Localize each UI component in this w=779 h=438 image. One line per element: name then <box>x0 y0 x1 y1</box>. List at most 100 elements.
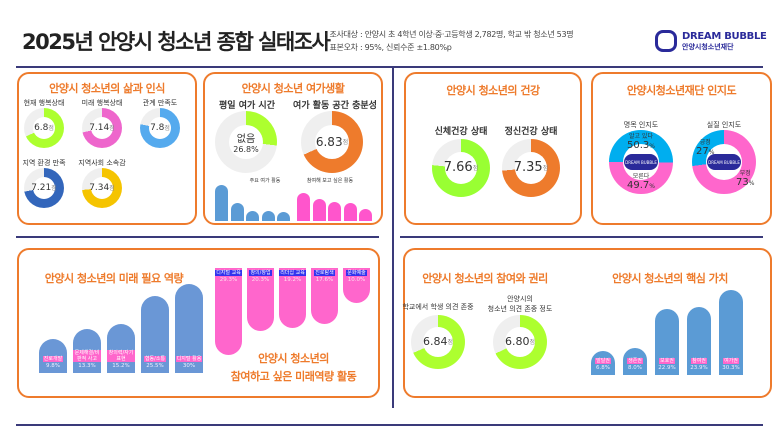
values-bar: 생존권 8.0% <box>623 348 647 375</box>
donut-label: 지역 환경 만족 <box>22 159 66 167</box>
logo-name: DREAM BUBBLE <box>682 30 767 42</box>
activity-bar: 문화예술 10.0% <box>343 268 370 303</box>
bar-value: 20.3% <box>251 277 270 283</box>
values-bar: 여가권 30.3% <box>719 290 743 375</box>
awareness-center: DREAM BUBBLE <box>706 144 742 180</box>
wish-leisure-bar <box>328 201 341 221</box>
donut-chart: 7.14 점 <box>82 108 122 148</box>
bar-value: 23.9% <box>690 365 708 371</box>
donut-chart: 6.84 점 <box>411 315 465 369</box>
seal-logo: DREAM BUBBLE <box>707 154 741 170</box>
unit: % <box>649 183 655 190</box>
awareness-b-value: 49.7 <box>627 180 650 191</box>
bar-label: 디지털 활용 <box>175 356 203 362</box>
rights-label: 안양시의 청소년 의견 존중 정도 <box>487 295 553 313</box>
future-bar: 디지털 활용 30% <box>175 284 203 373</box>
main-leisure-label: 주요 여가 활동 <box>249 178 281 184</box>
bar-value: 30.3% <box>722 365 740 371</box>
donut-center: 7.66 점 <box>444 151 478 185</box>
activity-bars: 디지털 교육 29.3% 창의/창업 20.3% 리더십 교육 19.2% 진로탐색 17.6… <box>215 268 375 356</box>
donut-center: 7.21 점 <box>31 176 57 200</box>
bar-value: 9.8% <box>46 363 60 369</box>
donut-unit: 점 <box>529 339 535 347</box>
bar-label: 발달권 <box>595 358 611 364</box>
awareness-a: 긍정 27% <box>696 138 714 157</box>
bar-value: 13.3% <box>78 363 96 369</box>
awareness-b: 모른다 49.7% <box>627 172 655 191</box>
donut-unit: 점 <box>48 125 54 133</box>
donut-unit: 점 <box>109 125 115 133</box>
awareness-a-label: 긍정 <box>699 139 711 146</box>
survey-target: · 조사대상 : 안양시 초 4학년 이상·중·고등학생 2,782명, 학교 … <box>325 30 574 39</box>
panel-title: 안양시 청소년 여가생활 <box>241 82 345 95</box>
bar-label: 창의/창업 <box>249 270 272 276</box>
leisure-none-label: 없음 <box>236 133 256 145</box>
unit: % <box>649 143 655 150</box>
bar-value: 30% <box>182 363 196 369</box>
awareness-label: 명목 인지도 <box>623 121 659 129</box>
divider <box>16 236 379 238</box>
future-bar: 협동/소통 25.5% <box>141 296 169 373</box>
values-bars: 발달권 6.8% 생존권 8.0% 보호권 22.9% 참여권 23.9% 여가권 30.3% <box>591 290 771 375</box>
panel-title: 안양시 청소년의 미래 필요 역량 <box>44 272 184 285</box>
donut-label: 관계 만족도 <box>142 99 178 107</box>
bar-label: 협동/소통 <box>143 356 167 362</box>
bar-label: 참여권 <box>691 358 707 364</box>
activity-title-line: 안양시 청소년의 <box>258 352 329 365</box>
main-leisure-bar <box>215 185 228 221</box>
bar-label: 보호권 <box>659 358 675 364</box>
bar-value: 25.5% <box>146 363 164 369</box>
awareness-a-value: 27 <box>696 146 709 157</box>
activity-bar: 디지털 교육 29.3% <box>215 268 242 356</box>
donut-center: 7.8 점 <box>148 116 172 140</box>
future-bar: 진로개발 9.8% <box>39 338 67 373</box>
donut-chart: 6.80 점 <box>493 315 547 369</box>
leisure-space-label: 여가 활동 공간 충분성 <box>293 101 377 111</box>
unit: % <box>708 149 715 156</box>
awareness-b-value: 73 <box>736 177 749 188</box>
bar-label: 문화예술 <box>346 270 367 276</box>
wish-leisure-bars <box>297 186 375 221</box>
bar-value: 15.2% <box>112 363 130 369</box>
unit: % <box>748 180 755 187</box>
leisure-time-label: 평일 여가 시간 <box>219 101 275 111</box>
bar-value: 19.2% <box>283 277 302 283</box>
awareness-b-label: 모른다 <box>632 173 650 180</box>
donut-center: 6.8 점 <box>32 116 56 140</box>
logo: DREAM BUBBLE 안양시청소년재단 <box>655 30 767 52</box>
bar-value: 22.9% <box>658 365 676 371</box>
donut-unit: 점 <box>164 125 170 133</box>
wish-leisure-bar <box>343 203 357 221</box>
rights-label: 학교에서 학생 의견 존중 <box>402 303 474 311</box>
panel-title: 안양시 청소년의 삶과 인식 <box>49 82 165 95</box>
bar-label: 디지털 교육 <box>215 270 242 276</box>
awareness-label: 실질 인지도 <box>706 121 742 129</box>
awareness-b-label: 부정 <box>739 170 751 177</box>
awareness-a-label: 알고 있다 <box>628 133 653 140</box>
bar-label: 진로개발 <box>42 356 64 362</box>
donut-unit: 점 <box>542 165 549 173</box>
main-leisure-bar <box>277 212 290 221</box>
donut-chart: 6.83 점 <box>301 111 363 173</box>
donut-chart: 7.66 점 <box>432 139 490 197</box>
panel-awareness: 안양시청소년재단 인지도 명목 인지도 DREAM BUBBLE 알고 있다 50.3%… <box>591 72 772 225</box>
donut-label: 미래 행복상태 <box>81 99 123 107</box>
donut-center: 7.14 점 <box>89 116 115 140</box>
main-leisure-bars <box>215 185 293 221</box>
panel-life-perception: 안양시 청소년의 삶과 인식 현재 행복상태 6.8 점 미래 행복상태 7.14 점 관계 … <box>17 72 197 225</box>
activity-title-line: 참여하고 싶은 미래역량 활동 <box>230 370 357 383</box>
bar-value: 10.0% <box>347 277 366 283</box>
future-bar: 문제해결/비판적 사고 13.3% <box>73 329 101 373</box>
awareness-donut: DREAM BUBBLE <box>692 130 756 194</box>
donut-value: 7.8 <box>150 122 165 133</box>
main-leisure-bar <box>261 210 275 221</box>
leisure-none-value: 26.8% <box>233 144 259 154</box>
bar-label: 생존권 <box>627 358 643 364</box>
donut-unit: 점 <box>109 185 115 193</box>
future-bars: 진로개발 9.8% 문제해결/비판적 사고 13.3% 창의력/자기표현 15.2% 협동/… <box>39 284 209 373</box>
page-title: 2025년 안양시 청소년 종합 실태조사 <box>22 30 331 54</box>
bar-label: 창의력/자기표현 <box>107 350 135 362</box>
values-bar: 보호권 22.9% <box>655 309 679 375</box>
donut-value: 6.83 <box>315 134 343 149</box>
